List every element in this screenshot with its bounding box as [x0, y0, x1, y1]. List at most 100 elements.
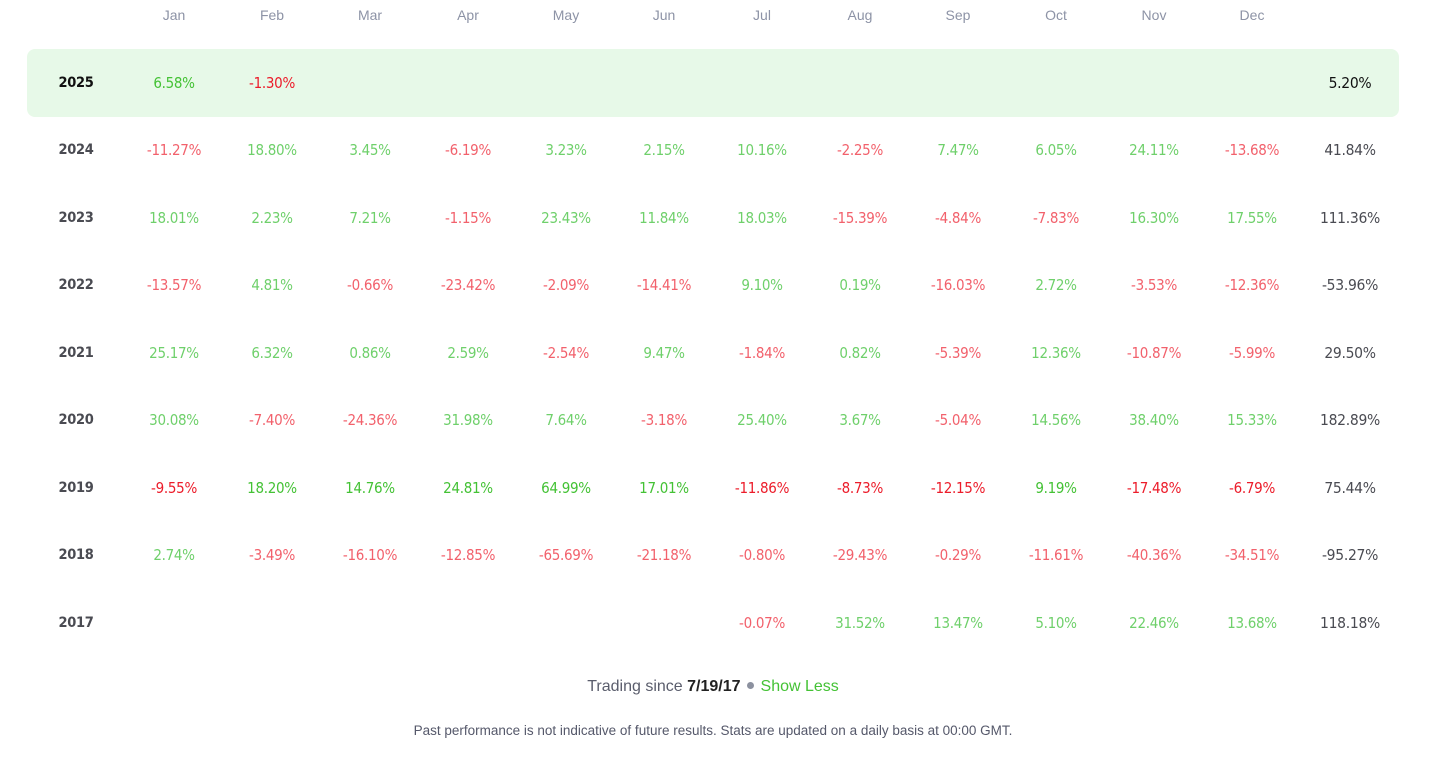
month-header-nov: Nov	[1141, 7, 1167, 23]
return-cell-jul: 9.10%	[741, 276, 783, 295]
return-cell-apr: 31.98%	[443, 411, 493, 430]
year-label: 2021	[58, 344, 94, 361]
month-header-dec: Dec	[1239, 7, 1265, 23]
return-cell-jul: -0.80%	[739, 546, 785, 565]
yearly-total: 75.44%	[1324, 478, 1376, 497]
return-cell-nov: 16.30%	[1129, 208, 1179, 227]
return-cell-nov: 24.11%	[1129, 141, 1179, 160]
return-cell-apr: 2.59%	[447, 343, 489, 362]
month-header-jun: Jun	[652, 7, 676, 23]
return-cell-jun: 17.01%	[639, 478, 689, 497]
return-cell-nov: -10.87%	[1126, 343, 1182, 362]
return-cell-mar: -24.36%	[342, 411, 398, 430]
yearly-total: 182.89%	[1320, 411, 1380, 430]
return-cell-jan: 6.58%	[153, 73, 195, 92]
return-cell-oct: 9.19%	[1035, 478, 1077, 497]
table-row-2025: 2025 6.58% -1.30% 5.20%	[27, 49, 1399, 117]
table-row-2021: 2021 25.17% 6.32% 0.86% 2.59% -2.54% 9.47% -1.8…	[27, 319, 1399, 387]
return-cell-aug: -8.73%	[837, 478, 883, 497]
return-cell-apr: -23.42%	[440, 276, 496, 295]
month-header-row: Jan Feb Mar Apr May Jun Jul Aug Sep Oct Nov Dec	[27, 0, 1399, 30]
yearly-total: -95.27%	[1321, 546, 1379, 565]
year-label: 2017	[58, 614, 94, 631]
year-label: 2022	[58, 277, 94, 294]
yearly-total: 5.20%	[1328, 73, 1372, 92]
return-cell-aug: 0.82%	[839, 343, 881, 362]
return-cell-aug: -2.25%	[837, 141, 883, 160]
table-row-2020: 2020 30.08% -7.40% -24.36% 31.98% 7.64% -3.18%…	[27, 387, 1399, 455]
monthly-returns-table: 2025 6.58% -1.30% 5.20% 2024 -11.27% 18.80% 3.4…	[27, 49, 1399, 657]
month-header-oct: Oct	[1045, 7, 1067, 23]
return-cell-nov: 38.40%	[1129, 411, 1179, 430]
return-cell-sep: -0.29%	[935, 546, 981, 565]
show-less-link[interactable]: Show Less	[760, 678, 839, 695]
month-header-jul: Jul	[753, 7, 771, 23]
return-cell-may: -65.69%	[538, 546, 594, 565]
return-cell-jan: 2.74%	[153, 546, 195, 565]
return-cell-jan: 18.01%	[149, 208, 199, 227]
return-cell-nov: -17.48%	[1126, 478, 1182, 497]
return-cell-may: -2.09%	[543, 276, 589, 295]
return-cell-feb: 18.80%	[247, 141, 297, 160]
table-row-2024: 2024 -11.27% 18.80% 3.45% -6.19% 3.23% 2.15% 10…	[27, 117, 1399, 185]
month-header-jan: Jan	[162, 7, 186, 23]
return-cell-jan: 30.08%	[149, 411, 199, 430]
year-label: 2019	[58, 479, 94, 496]
return-cell-dec: -34.51%	[1224, 546, 1280, 565]
return-cell-oct: 2.72%	[1035, 276, 1077, 295]
return-cell-jul: -11.86%	[734, 478, 790, 497]
return-cell-feb: -1.30%	[249, 73, 295, 92]
return-cell-dec: -13.68%	[1224, 141, 1280, 160]
return-cell-jan: -13.57%	[146, 276, 202, 295]
return-cell-jun: 11.84%	[639, 208, 689, 227]
return-cell-dec: -12.36%	[1224, 276, 1280, 295]
return-cell-jun: 9.47%	[643, 343, 685, 362]
table-row-2019: 2019 -9.55% 18.20% 14.76% 24.81% 64.99% 17.01%…	[27, 454, 1399, 522]
return-cell-sep: 7.47%	[937, 141, 979, 160]
month-header-sep: Sep	[945, 7, 971, 23]
return-cell-sep: -4.84%	[935, 208, 981, 227]
return-cell-apr: -6.19%	[445, 141, 491, 160]
table-row-2022: 2022 -13.57% 4.81% -0.66% -23.42% -2.09% -14.4…	[27, 252, 1399, 320]
return-cell-may: 23.43%	[541, 208, 591, 227]
return-cell-jul: 25.40%	[737, 411, 787, 430]
return-cell-jul: -0.07%	[739, 613, 785, 632]
return-cell-mar: 14.76%	[345, 478, 395, 497]
return-cell-may: 3.23%	[545, 141, 587, 160]
month-header-feb: Feb	[259, 7, 285, 23]
yearly-total: 118.18%	[1320, 613, 1380, 632]
return-cell-mar: -16.10%	[342, 546, 398, 565]
return-cell-jul: 18.03%	[737, 208, 787, 227]
return-cell-may: -2.54%	[543, 343, 589, 362]
return-cell-dec: -5.99%	[1229, 343, 1275, 362]
return-cell-oct: -11.61%	[1028, 546, 1084, 565]
year-label: 2024	[58, 142, 94, 159]
table-row-2017: 2017 -0.07% 31.52% 13.47% 5.10% 22.46% 13.68% 1…	[27, 589, 1399, 657]
return-cell-jun: -14.41%	[636, 276, 692, 295]
return-cell-aug: 3.67%	[839, 411, 881, 430]
return-cell-nov: -40.36%	[1126, 546, 1182, 565]
return-cell-aug: -15.39%	[832, 208, 888, 227]
return-cell-mar: 3.45%	[349, 141, 391, 160]
return-cell-jul: 10.16%	[737, 141, 787, 160]
return-cell-feb: -3.49%	[249, 546, 295, 565]
return-cell-feb: 6.32%	[251, 343, 293, 362]
return-cell-mar: -0.66%	[347, 276, 393, 295]
return-cell-aug: 0.19%	[839, 276, 881, 295]
month-header-aug: Aug	[847, 7, 873, 23]
return-cell-jun: 2.15%	[643, 141, 685, 160]
month-header-may: May	[552, 7, 580, 23]
return-cell-oct: 12.36%	[1031, 343, 1081, 362]
return-cell-sep: -12.15%	[930, 478, 986, 497]
return-cell-mar: 7.21%	[349, 208, 391, 227]
return-cell-nov: 22.46%	[1129, 613, 1179, 632]
month-header-apr: Apr	[457, 7, 479, 23]
return-cell-aug: 31.52%	[835, 613, 885, 632]
return-cell-jun: -3.18%	[641, 411, 687, 430]
return-cell-jul: -1.84%	[739, 343, 785, 362]
table-row-2023: 2023 18.01% 2.23% 7.21% -1.15% 23.43% 11.84% 18…	[27, 184, 1399, 252]
return-cell-jun: -21.18%	[636, 546, 692, 565]
yearly-total: 41.84%	[1324, 141, 1376, 160]
return-cell-feb: 18.20%	[247, 478, 297, 497]
return-cell-apr: -1.15%	[445, 208, 491, 227]
